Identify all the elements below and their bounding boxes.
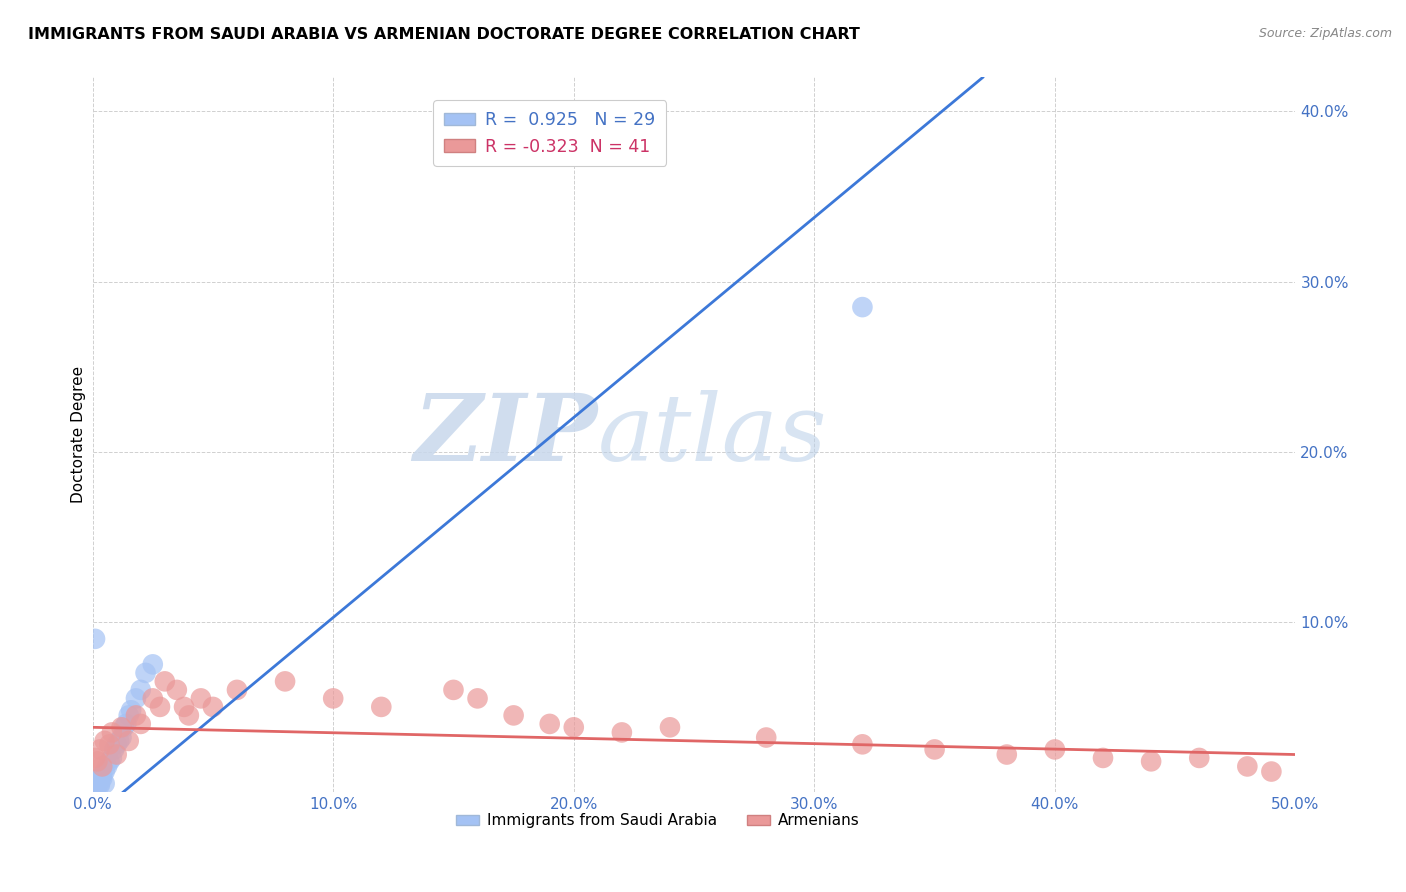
Point (659, 720, 682, 734)
Point (562, 720, 585, 734)
Point (1140, 755, 1163, 769)
Point (110, 731, 132, 745)
Point (93, 734, 115, 748)
Text: atlas: atlas (598, 390, 827, 480)
Point (135, 665, 157, 680)
Point (120, 703, 142, 717)
Point (89, 776, 111, 790)
Point (149, 699, 172, 714)
Point (142, 691, 165, 706)
Point (1091, 751, 1114, 765)
Point (1236, 759, 1258, 773)
Point (125, 708, 148, 723)
Point (91, 759, 114, 773)
Point (84, 780, 107, 794)
Point (118, 708, 141, 723)
Point (89, 778, 111, 792)
Point (84, 781, 107, 796)
Point (89, 742, 111, 756)
Point (101, 725, 124, 739)
Point (105, 737, 128, 751)
Point (93, 776, 115, 790)
Point (118, 734, 141, 748)
Point (1043, 742, 1066, 756)
Point (166, 682, 188, 697)
Point (105, 747, 128, 762)
Point (91, 768, 114, 782)
Point (538, 717, 561, 731)
Point (86, 778, 108, 792)
Legend: Immigrants from Saudi Arabia, Armenians: Immigrants from Saudi Arabia, Armenians (450, 807, 866, 834)
Point (96, 759, 118, 773)
Point (86, 755, 108, 769)
Point (84, 632, 107, 646)
Point (177, 708, 200, 723)
Point (129, 682, 152, 697)
Point (755, 731, 778, 745)
Point (1260, 764, 1282, 779)
Point (502, 708, 524, 723)
Text: ZIP: ZIP (413, 390, 598, 480)
Point (84, 751, 107, 765)
Point (370, 699, 392, 714)
Text: IMMIGRANTS FROM SAUDI ARABIA VS ARMENIAN DOCTORATE DEGREE CORRELATION CHART: IMMIGRANTS FROM SAUDI ARABIA VS ARMENIAN… (28, 27, 860, 42)
Point (924, 742, 946, 756)
Point (115, 717, 138, 731)
Point (851, 300, 873, 314)
Point (86, 772, 108, 787)
Point (153, 674, 176, 689)
Point (443, 682, 465, 697)
Point (129, 717, 152, 731)
Point (91, 772, 114, 786)
Point (98, 755, 121, 769)
Y-axis label: Doctorate Degree: Doctorate Degree (72, 366, 86, 503)
Point (108, 734, 131, 748)
Point (110, 720, 132, 734)
Point (610, 725, 633, 739)
Point (142, 657, 165, 672)
Point (851, 737, 873, 751)
Point (112, 720, 135, 734)
Point (89, 772, 111, 786)
Point (98, 737, 121, 751)
Point (226, 682, 249, 697)
Point (190, 691, 212, 706)
Text: Source: ZipAtlas.com: Source: ZipAtlas.com (1258, 27, 1392, 40)
Point (995, 747, 1018, 762)
Point (201, 699, 224, 714)
Point (125, 691, 148, 706)
Point (93, 764, 115, 779)
Point (322, 691, 344, 706)
Point (467, 691, 489, 706)
Point (274, 674, 297, 689)
Point (101, 751, 124, 765)
Point (86, 774, 108, 789)
Point (173, 699, 195, 714)
Point (103, 742, 125, 756)
Point (1188, 751, 1211, 765)
